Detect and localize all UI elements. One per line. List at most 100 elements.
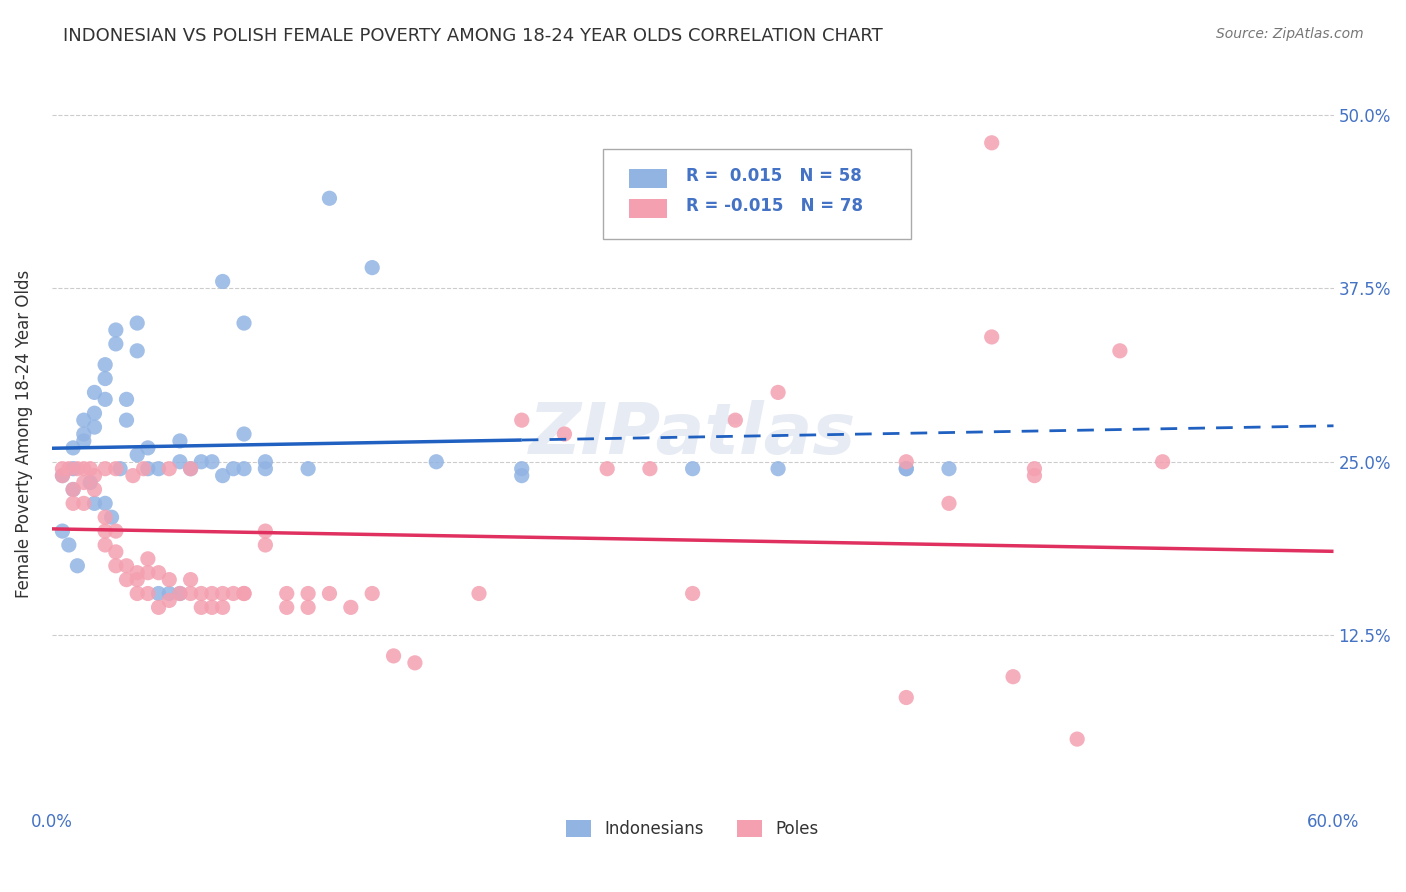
Point bbox=[83, 496, 105, 510]
Point bbox=[340, 600, 363, 615]
Point bbox=[318, 191, 340, 205]
Point bbox=[157, 593, 180, 607]
Point bbox=[148, 461, 170, 475]
Point bbox=[62, 483, 84, 497]
Point bbox=[180, 586, 202, 600]
Point bbox=[233, 586, 256, 600]
Point bbox=[66, 461, 89, 475]
Point bbox=[79, 461, 101, 475]
Point bbox=[51, 468, 73, 483]
Point bbox=[169, 455, 191, 469]
Point bbox=[73, 434, 96, 448]
Point bbox=[94, 358, 117, 372]
Point bbox=[136, 586, 159, 600]
Point bbox=[254, 455, 277, 469]
Text: Source: ZipAtlas.com: Source: ZipAtlas.com bbox=[1216, 27, 1364, 41]
Point bbox=[211, 600, 233, 615]
Point bbox=[190, 455, 212, 469]
Point bbox=[157, 586, 180, 600]
Point bbox=[169, 586, 191, 600]
Point bbox=[104, 337, 127, 351]
Point bbox=[73, 496, 96, 510]
Point bbox=[896, 690, 918, 705]
Point bbox=[169, 434, 191, 448]
Point bbox=[94, 392, 117, 407]
Point bbox=[58, 538, 80, 552]
Point bbox=[83, 385, 105, 400]
Point bbox=[180, 461, 202, 475]
Point bbox=[94, 510, 117, 524]
Point bbox=[233, 427, 256, 442]
Point bbox=[157, 461, 180, 475]
Point bbox=[94, 461, 117, 475]
Point bbox=[318, 586, 340, 600]
Point bbox=[136, 566, 159, 580]
Point bbox=[766, 385, 789, 400]
Point bbox=[62, 483, 84, 497]
Point bbox=[108, 461, 131, 475]
Point bbox=[233, 461, 256, 475]
Point bbox=[980, 330, 1002, 344]
Point bbox=[233, 586, 256, 600]
Point bbox=[83, 420, 105, 434]
Point bbox=[938, 461, 960, 475]
Point bbox=[766, 461, 789, 475]
Point bbox=[104, 558, 127, 573]
Point bbox=[58, 461, 80, 475]
Point bbox=[127, 316, 149, 330]
Point bbox=[896, 455, 918, 469]
Point bbox=[115, 392, 138, 407]
Point bbox=[122, 468, 145, 483]
Bar bbox=[628, 169, 666, 188]
Point bbox=[222, 586, 245, 600]
Point bbox=[127, 448, 149, 462]
Point bbox=[382, 648, 405, 663]
Point bbox=[83, 468, 105, 483]
Point bbox=[62, 441, 84, 455]
Point bbox=[211, 468, 233, 483]
Point bbox=[83, 406, 105, 420]
Point bbox=[115, 558, 138, 573]
Point bbox=[127, 586, 149, 600]
Point bbox=[682, 461, 704, 475]
Point bbox=[94, 538, 117, 552]
Point bbox=[1066, 732, 1088, 747]
Point bbox=[896, 461, 918, 475]
Text: R =  0.015   N = 58: R = 0.015 N = 58 bbox=[686, 168, 862, 186]
Text: INDONESIAN VS POLISH FEMALE POVERTY AMONG 18-24 YEAR OLDS CORRELATION CHART: INDONESIAN VS POLISH FEMALE POVERTY AMON… bbox=[63, 27, 883, 45]
Point bbox=[1024, 461, 1046, 475]
Point bbox=[83, 483, 105, 497]
Point bbox=[104, 461, 127, 475]
Point bbox=[115, 413, 138, 427]
Point bbox=[100, 510, 122, 524]
Point bbox=[94, 371, 117, 385]
Point bbox=[510, 413, 533, 427]
Point bbox=[211, 586, 233, 600]
Point bbox=[115, 573, 138, 587]
Point bbox=[94, 524, 117, 538]
Point bbox=[201, 586, 224, 600]
Point bbox=[136, 551, 159, 566]
Point bbox=[254, 461, 277, 475]
Bar bbox=[628, 199, 666, 219]
Point bbox=[201, 455, 224, 469]
Point bbox=[62, 461, 84, 475]
Point bbox=[190, 586, 212, 600]
Point bbox=[297, 461, 319, 475]
Point bbox=[136, 441, 159, 455]
Point bbox=[510, 461, 533, 475]
Point bbox=[94, 496, 117, 510]
Point bbox=[148, 586, 170, 600]
Point bbox=[127, 343, 149, 358]
Point bbox=[233, 316, 256, 330]
Point bbox=[254, 538, 277, 552]
Text: R = -0.015   N = 78: R = -0.015 N = 78 bbox=[686, 197, 863, 215]
Point bbox=[157, 573, 180, 587]
Point bbox=[276, 600, 298, 615]
Point bbox=[66, 558, 89, 573]
Point bbox=[73, 413, 96, 427]
Point bbox=[211, 275, 233, 289]
Point bbox=[104, 545, 127, 559]
Point bbox=[51, 461, 73, 475]
Point bbox=[254, 524, 277, 538]
